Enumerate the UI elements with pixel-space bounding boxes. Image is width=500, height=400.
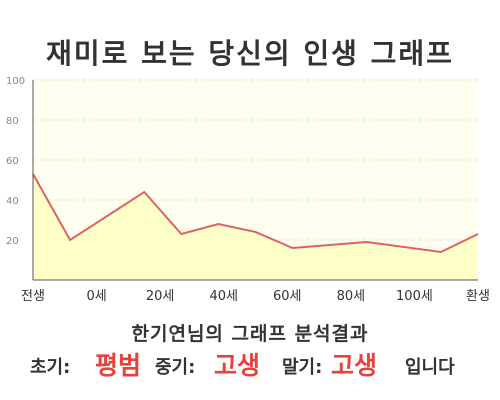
early-value: 평범 bbox=[95, 351, 142, 380]
x-tick-label: 60세 bbox=[273, 289, 302, 304]
x-tick-label: 0세 bbox=[86, 289, 106, 304]
series-line bbox=[32, 173, 479, 254]
early-label: 초기: bbox=[30, 357, 71, 378]
x-tick-label: 100세 bbox=[396, 289, 433, 304]
middle-label: 중기: bbox=[155, 357, 196, 378]
chart-title: 재미로 보는 당신의 인생 그래프 bbox=[46, 37, 454, 70]
y-tick-label: 20 bbox=[6, 236, 19, 247]
x-tick-label: 20세 bbox=[146, 289, 175, 304]
x-tick-label: 전생 bbox=[21, 289, 45, 304]
x-tick-label: 40세 bbox=[209, 289, 238, 304]
middle-value: 고생 bbox=[214, 351, 261, 380]
y-tick-label: 60 bbox=[6, 156, 19, 167]
late-value: 고생 bbox=[331, 351, 378, 380]
y-tick-label: 100 bbox=[6, 76, 25, 87]
y-tick-label: 80 bbox=[6, 116, 19, 127]
series-area bbox=[33, 174, 478, 280]
analysis-result: 초기: 평범 중기: 고생 말기: 고생 입니다 bbox=[0, 346, 500, 380]
analysis-subtitle: 한기연님의 그래프 분석결과 bbox=[131, 323, 369, 345]
result-suffix: 입니다 bbox=[405, 357, 455, 378]
y-tick-labels: 100 80 60 40 20 bbox=[6, 76, 25, 247]
x-tick-labels: 전생 0세 20세 40세 60세 80세 100세 환생 bbox=[21, 289, 490, 304]
x-tick-label: 환생 bbox=[466, 289, 490, 304]
y-tick-label: 40 bbox=[6, 196, 19, 207]
late-label: 말기: bbox=[282, 357, 323, 378]
x-tick-label: 80세 bbox=[337, 289, 366, 304]
